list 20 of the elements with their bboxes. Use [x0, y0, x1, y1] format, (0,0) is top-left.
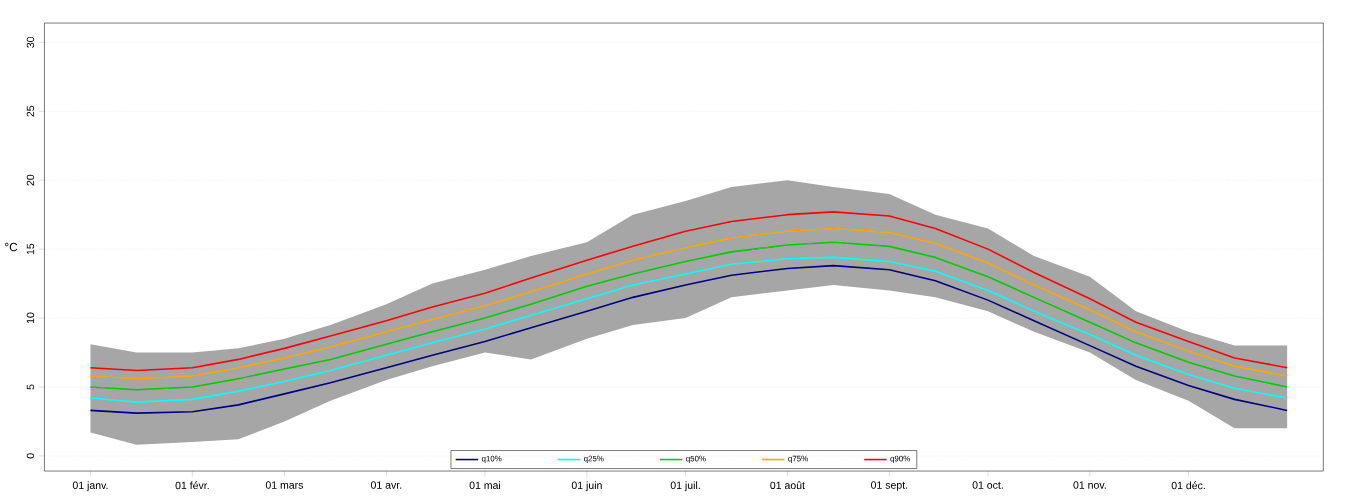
y-tick-label: 30 [26, 37, 35, 49]
y-tick-label: 20 [26, 174, 35, 186]
x-tick-label: 01 déc. [1171, 481, 1205, 490]
x-tick-label: 01 août [770, 481, 805, 490]
y-axis-title: °C [5, 243, 18, 252]
x-tick-label: 01 janv. [72, 481, 108, 492]
x-tick-label: 01 avr. [370, 481, 402, 490]
x-tick-label: 01 mars [265, 481, 304, 490]
x-tick-label: 01 oct. [972, 481, 1003, 490]
y-tick-label: 0 [26, 453, 35, 459]
y-tick-label: 10 [26, 312, 35, 324]
x-tick-label: 01 nov. [1073, 481, 1106, 490]
x-tick-label: 01 mai [469, 481, 501, 490]
y-tick-label: 5 [26, 384, 35, 390]
y-tick-label: 25 [26, 106, 35, 117]
x-tick-label: 01 juin [571, 481, 602, 492]
x-tick-label: 01 févr. [175, 481, 209, 490]
x-tick-label: 01 juil. [670, 481, 700, 492]
y-tick-label: 15 [26, 243, 35, 255]
x-tick-label: 01 sept. [871, 481, 908, 492]
